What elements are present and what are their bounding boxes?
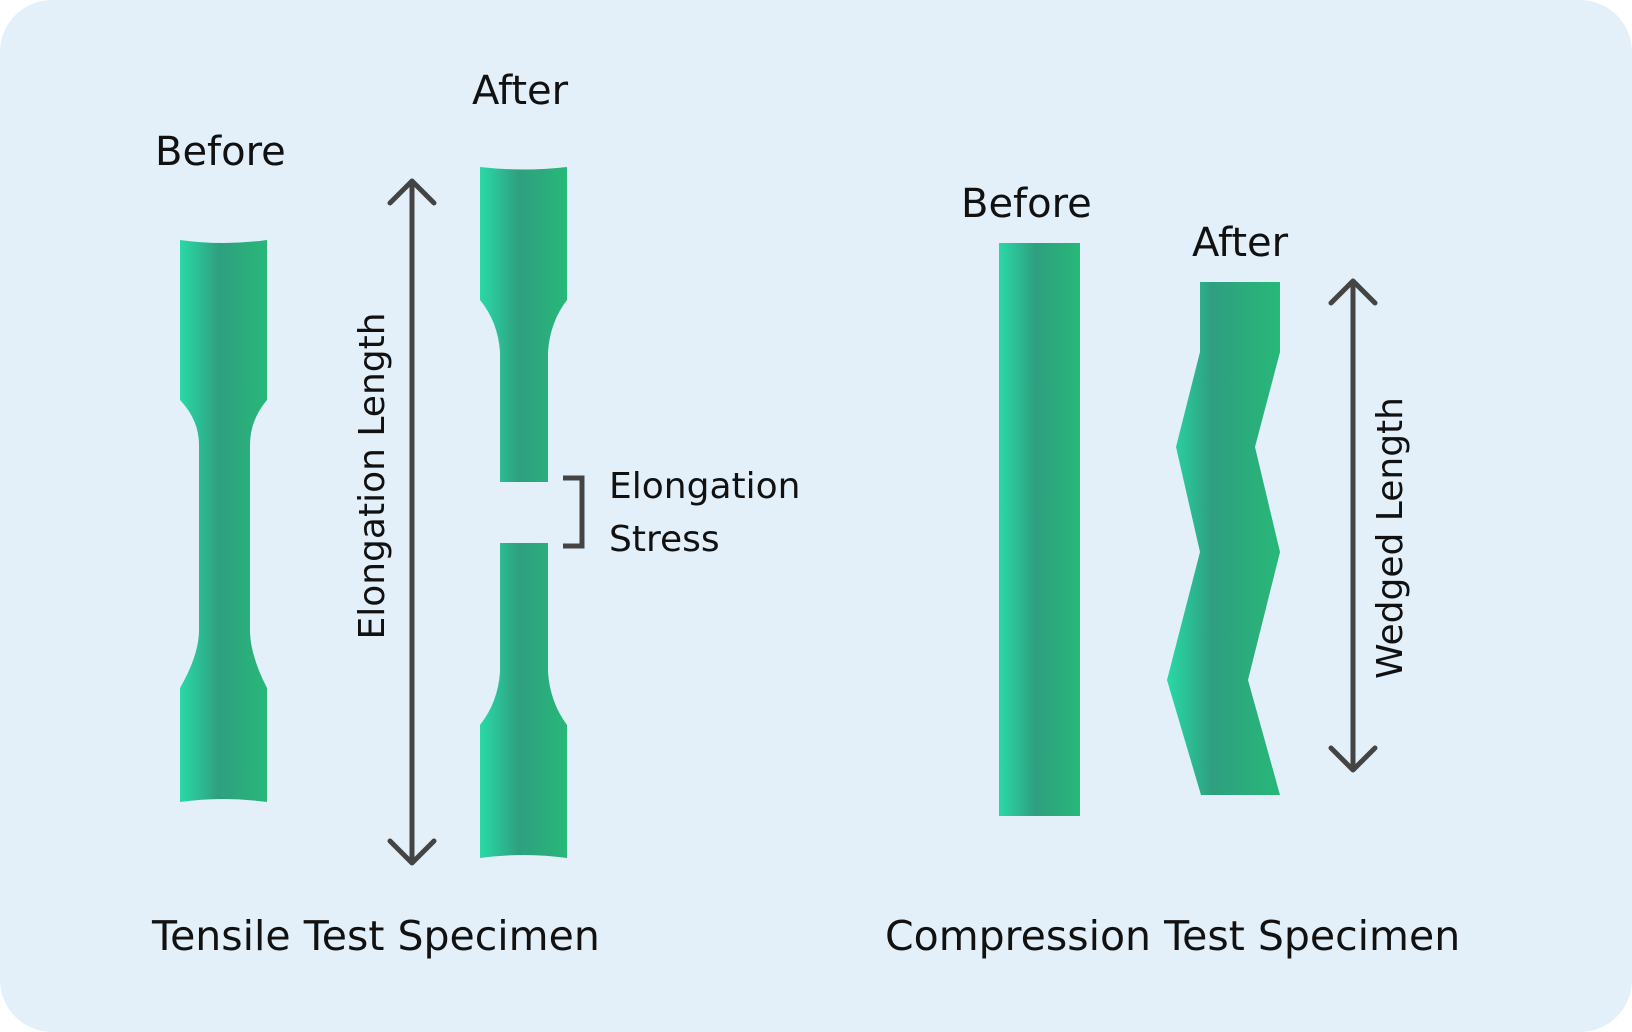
tensile-after-specimen-top (480, 167, 567, 482)
tensile-after-specimen-bottom (480, 543, 567, 858)
tensile-after-label: After (472, 68, 569, 114)
compression-section: Before After Wedged Length Compression T… (885, 181, 1460, 960)
compression-before-specimen (999, 243, 1080, 816)
tensile-section: Before After Elongation Length Elongatio… (151, 68, 800, 960)
compression-after-label: After (1192, 220, 1289, 266)
elongation-stress-label-line1: Elongation (609, 466, 800, 507)
tensile-caption: Tensile Test Specimen (151, 912, 600, 960)
elongation-length-label: Elongation Length (352, 312, 393, 639)
elongation-stress-label-line2: Stress (609, 519, 720, 560)
elongation-length-arrow (387, 178, 437, 866)
tensile-before-label: Before (155, 129, 286, 175)
tensile-before-specimen (180, 240, 267, 802)
compression-after-specimen (1167, 282, 1280, 795)
wedged-length-label: Wedged Length (1370, 397, 1411, 679)
compression-before-label: Before (961, 181, 1092, 227)
compression-caption: Compression Test Specimen (885, 912, 1460, 960)
wedged-length-arrow (1328, 278, 1378, 773)
elongation-stress-bracket (563, 475, 585, 549)
